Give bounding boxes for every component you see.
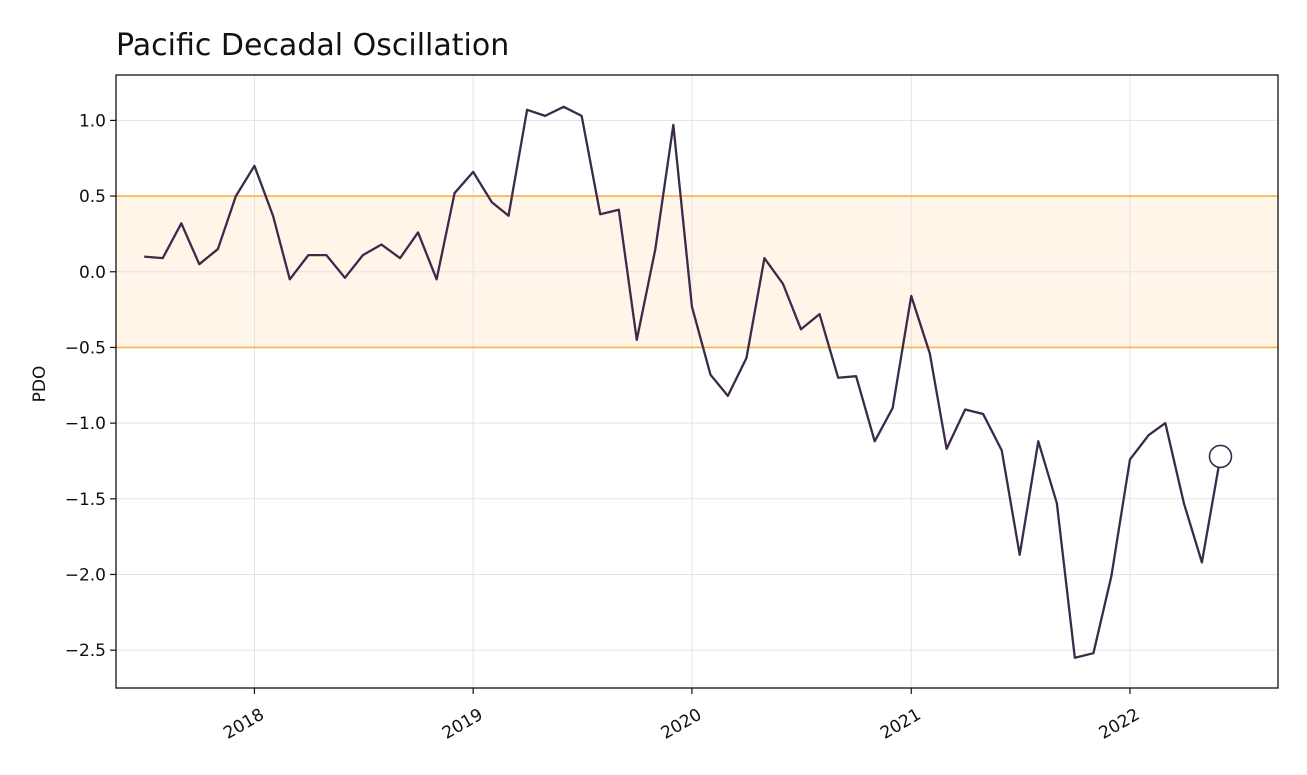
y-tick-label: −1.0 <box>65 414 106 434</box>
y-tick-label: −2.5 <box>65 641 106 661</box>
y-tick-label: −2.0 <box>65 565 106 585</box>
x-tick-label: 2022 <box>1096 705 1143 744</box>
last-point-marker <box>1208 444 1233 469</box>
x-tick-label: 2021 <box>877 705 924 744</box>
plot-area: 1.0 0.5 0.0 −0.5 −1.0 −1.5 −2.0 −2.5 2018 2019 202… <box>65 74 1279 744</box>
y-tick-label: 0.0 <box>79 263 106 283</box>
y-tick-label: 1.0 <box>79 111 106 131</box>
x-tick-label: 2020 <box>658 705 705 744</box>
y-tick-label: −0.5 <box>65 338 106 358</box>
x-tick-label: 2019 <box>439 705 486 744</box>
chart-title: Pacific Decadal Oscillation <box>116 28 509 63</box>
pdo-series-line <box>144 105 1222 659</box>
y-tick-label: −1.5 <box>65 490 106 510</box>
y-axis-label: PDO <box>30 366 50 403</box>
plot-frame <box>115 74 1279 689</box>
y-tick-label: 0.5 <box>79 187 106 207</box>
x-tick-label: 2018 <box>220 705 267 744</box>
